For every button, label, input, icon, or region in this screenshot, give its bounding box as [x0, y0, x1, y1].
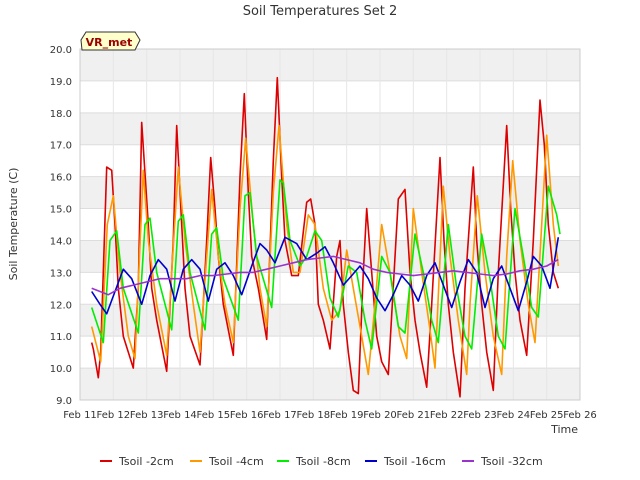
x-tick-label: Feb 25: [530, 410, 564, 421]
y-tick-label: 19.0: [50, 77, 72, 88]
y-tick-label: 13.0: [50, 268, 72, 279]
x-axis-label: Time: [550, 423, 578, 436]
y-axis-ticks: 9.0 10.0 11.0 12.0 13.0 14.0 15.0 16.0 17.0 18.0 1…: [50, 45, 72, 407]
y-tick-label: 9.0: [56, 396, 72, 407]
x-tick-label: Feb 21: [397, 410, 431, 421]
x-tick-label: Feb 22: [430, 410, 464, 421]
plot-band: [80, 49, 580, 81]
x-tick-label: Feb 13: [130, 410, 164, 421]
y-tick-label: 15.0: [50, 205, 72, 216]
annotation-text: VR_met: [86, 36, 133, 49]
y-tick-label: 11.0: [50, 332, 72, 343]
x-tick-label: Feb 11: [63, 410, 97, 421]
y-axis-label: Soil Temperature (C): [7, 168, 20, 281]
plot-band: [80, 368, 580, 400]
y-tick-label: 18.0: [50, 109, 72, 120]
y-tick-label: 20.0: [50, 45, 72, 56]
x-tick-label: Feb 24: [497, 410, 531, 421]
plot-band: [80, 112, 580, 145]
y-tick-label: 10.0: [50, 364, 72, 375]
series-line-tsoil-2cm: [90, 76, 560, 398]
plot-band: [80, 176, 580, 209]
legend-label: Tsoil -16cm: [383, 455, 446, 468]
x-tick-label: Feb 12: [97, 410, 131, 421]
x-tick-label: Feb 23: [463, 410, 497, 421]
y-tick-label: 14.0: [50, 236, 72, 247]
x-tick-label: Feb 26: [563, 410, 597, 421]
legend-label: Tsoil -32cm: [480, 455, 543, 468]
annotation-box: [80, 31, 141, 51]
x-tick-label: Feb 14: [163, 410, 197, 421]
series-line-tsoil-16cm: [91, 236, 560, 315]
legend: Tsoil -2cm Tsoil -4cm Tsoil -8cm Tsoil -16c…: [100, 455, 543, 468]
series-line-tsoil-8cm: [90, 179, 561, 350]
y-tick-label: 16.0: [50, 173, 72, 184]
x-tick-label: Feb 18: [297, 410, 331, 421]
x-tick-label: Feb 15: [197, 410, 231, 421]
x-axis-ticks: Feb 11 Feb 12 Feb 13 Feb 14 Feb 15 Feb 16 Feb …: [63, 410, 597, 421]
legend-label: Tsoil -4cm: [208, 455, 264, 468]
series-line-tsoil-32cm: [91, 255, 559, 296]
x-tick-label: Feb 16: [230, 410, 264, 421]
y-tick-label: 12.0: [50, 300, 72, 311]
plot-area: [79, 48, 581, 401]
series-line-tsoil-4cm: [90, 124, 560, 376]
legend-label: Tsoil -2cm: [118, 455, 174, 468]
plot-bands: [80, 49, 580, 400]
y-tick-label: 17.0: [50, 141, 72, 152]
vr-met-annotation: VR_met: [80, 31, 141, 51]
legend-label: Tsoil -8cm: [295, 455, 351, 468]
chart-title: Soil Temperatures Set 2: [243, 4, 398, 19]
x-tick-label: Feb 17: [263, 410, 297, 421]
series-lines: [90, 76, 561, 398]
x-tick-label: Feb 20: [363, 410, 397, 421]
x-tick-label: Feb 19: [330, 410, 364, 421]
